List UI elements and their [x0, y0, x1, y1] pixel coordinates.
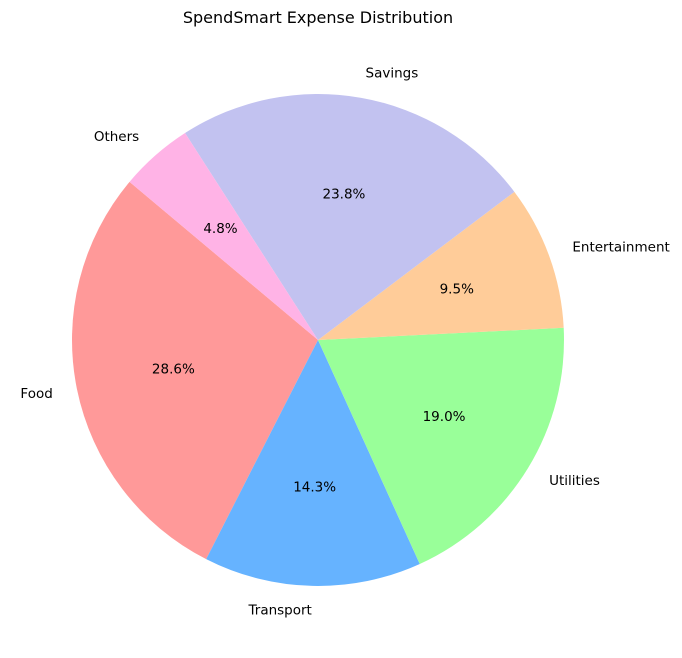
pct-label-entertainment: 9.5%: [440, 282, 474, 298]
chart-title: SpendSmart Expense Distribution: [183, 8, 453, 27]
category-label-savings: Savings: [366, 66, 419, 82]
category-label-food: Food: [20, 386, 52, 402]
category-label-others: Others: [94, 129, 139, 145]
pct-label-transport: 14.3%: [293, 480, 336, 496]
pie-slices: [71, 93, 565, 587]
category-label-transport: Transport: [248, 603, 312, 619]
pie-slice-utilities: [318, 327, 565, 564]
pct-label-others: 4.8%: [203, 221, 237, 237]
pie-slice-transport: [206, 340, 420, 587]
category-label-utilities: Utilities: [549, 473, 600, 489]
pie-slice-entertainment: [318, 191, 564, 340]
pie-slice-others: [129, 133, 318, 340]
pie-labels: 28.6% Food 14.3% Transport 19.0% Utilities 9.5…: [20, 66, 669, 619]
category-label-entertainment: Entertainment: [572, 240, 669, 256]
pie-slice-food: [71, 181, 319, 560]
pie-slice-savings: [185, 93, 515, 340]
pct-label-food: 28.6%: [152, 361, 195, 377]
pct-label-savings: 23.8%: [322, 187, 365, 203]
pct-label-utilities: 19.0%: [423, 409, 466, 425]
